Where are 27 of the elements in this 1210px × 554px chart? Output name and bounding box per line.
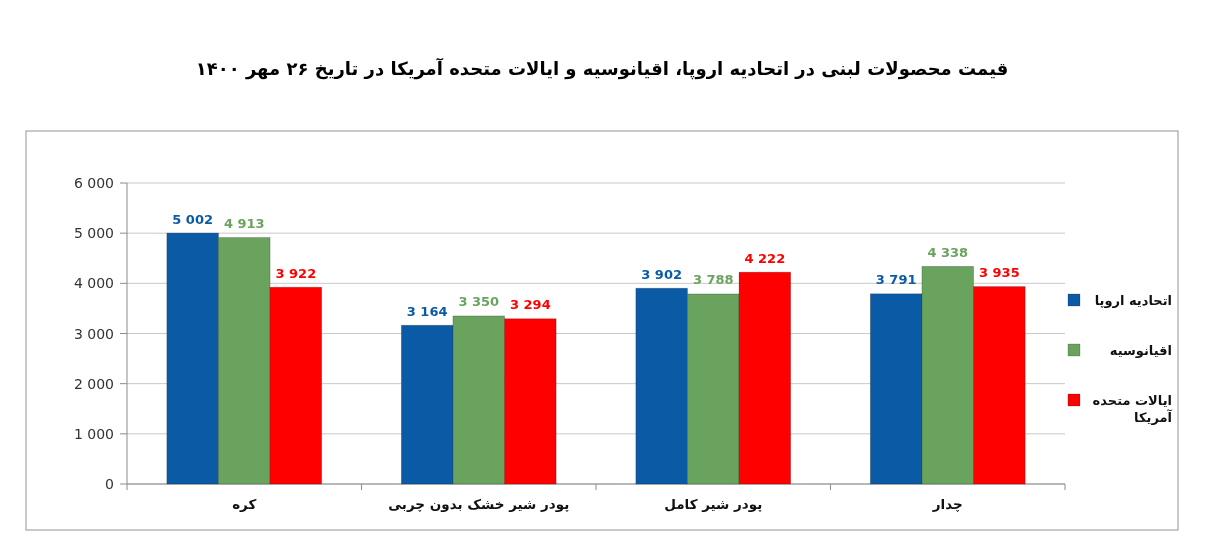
legend-label: اتحادیه اروپا: [1094, 292, 1172, 308]
xtick: کره: [232, 496, 257, 512]
data-label: 3 791: [875, 272, 917, 288]
title: قیمت محصولات لبنی در اتحادیه اروپا، اقیانوسیه و ایالات متحده آمریکا در تاریخ ۲۶ مهر ۱۴۰۰: [195, 57, 1009, 79]
data-label: 5 002: [172, 211, 213, 227]
data-label: 3 350: [458, 294, 500, 310]
xtick: پودر شیر کامل: [664, 496, 763, 512]
data-label: 3 922: [275, 265, 317, 281]
ytick: 0: [105, 476, 114, 492]
data-label: 3 902: [641, 266, 682, 282]
ytick: 1 000: [73, 425, 114, 442]
legend-label: ایالات متحده آمریکا: [1092, 392, 1172, 425]
ytick: 2 000: [73, 375, 114, 392]
ytick: 4 000: [73, 275, 114, 292]
legend-label: اقیانوسیه: [1109, 342, 1172, 358]
data-label: 4 913: [223, 216, 265, 232]
data-label: 3 788: [692, 272, 734, 288]
ytick: 3 000: [73, 325, 114, 342]
ytick: 6 000: [73, 175, 114, 191]
data-label: 3 294: [510, 297, 551, 313]
xtick: پودر شیر خشک بدون چربی: [388, 496, 570, 512]
ytick: 5 000: [73, 225, 114, 242]
data-label: 4 338: [927, 244, 969, 260]
data-label: 4 222: [744, 250, 786, 266]
data-label: 3 935: [979, 265, 1020, 281]
data-label: 3 164: [406, 303, 448, 319]
xtick: چدار: [932, 496, 963, 512]
